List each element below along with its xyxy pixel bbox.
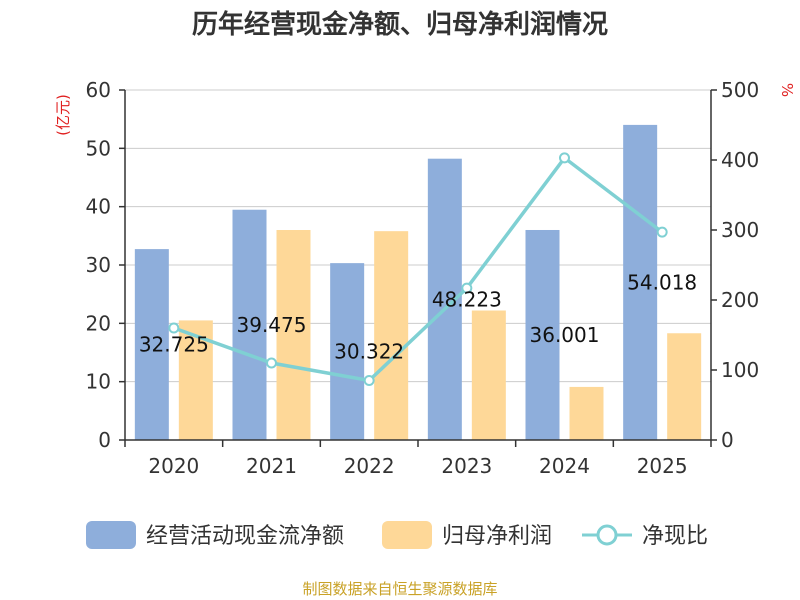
bar-operating-cash-flow — [525, 229, 560, 440]
bar-net-profit — [471, 310, 506, 440]
right-axis-tick-label: 200 — [721, 288, 759, 312]
data-label-operating-cash-flow: 32.725 — [139, 333, 209, 357]
x-axis-tick-label: 2021 — [246, 454, 297, 478]
line-cash-ratio — [173, 155, 664, 383]
x-axis-tick-label: 2024 — [539, 454, 590, 478]
legend-marker-cash-ratio — [596, 524, 618, 546]
bar-operating-cash-flow — [623, 124, 658, 441]
point-cash-ratio — [559, 152, 570, 164]
legend: 经营活动现金流净额 归母净利润 净现比 — [86, 521, 708, 549]
data-label-operating-cash-flow: 36.001 — [530, 323, 600, 347]
right-axis-tick-label: 500 — [721, 78, 759, 102]
point-cash-ratio — [656, 226, 668, 238]
point-cash-ratio — [168, 322, 180, 334]
left-axis-tick-label: 50 — [86, 136, 111, 160]
chart-title: 历年经营现金净额、归母净利润情况 — [192, 9, 608, 40]
legend-label-net-profit: 归母净利润 — [442, 524, 552, 549]
left-axis-tick-label: 10 — [86, 370, 111, 394]
data-label-operating-cash-flow: 54.018 — [627, 270, 697, 294]
bar-net-profit — [667, 333, 702, 440]
point-cash-ratio — [461, 282, 473, 294]
x-axis-tick-label: 2023 — [441, 454, 492, 478]
point-cash-ratio — [266, 357, 277, 369]
bar-operating-cash-flow — [134, 249, 169, 440]
bar-net-profit — [374, 231, 409, 440]
left-axis-tick-label: 20 — [86, 311, 111, 335]
source-note: 制图数据来自恒生聚源数据库 — [302, 580, 497, 598]
right-axis-tick-label: 100 — [721, 358, 759, 382]
bar-operating-cash-flow — [330, 263, 365, 440]
data-label-operating-cash-flow: 48.223 — [432, 287, 502, 311]
left-axis-tick-label: 60 — [86, 78, 111, 102]
bar-operating-cash-flow — [232, 209, 267, 440]
legend-label-operating-cash-flow: 经营活动现金流净额 — [146, 524, 344, 549]
legend-label-cash-ratio: 净现比 — [642, 524, 708, 549]
data-label-operating-cash-flow: 30.322 — [334, 340, 404, 364]
x-axis-tick-label: 2025 — [637, 454, 688, 478]
right-axis-tick-label: 400 — [721, 148, 759, 172]
left-axis-unit: (亿元) — [54, 94, 72, 136]
x-axis-tick-label: 2022 — [344, 454, 395, 478]
legend-swatch-operating-cash-flow — [86, 521, 136, 549]
x-axis-tick-label: 2020 — [148, 454, 199, 478]
left-axis-tick-label: 30 — [86, 253, 111, 277]
right-axis-tick-label: 0 — [721, 428, 734, 452]
bar-net-profit — [276, 230, 311, 440]
bar-net-profit — [569, 386, 604, 440]
left-axis-tick-label: 40 — [86, 195, 111, 219]
right-axis-tick-label: 300 — [721, 218, 759, 242]
right-axis-unit: % — [778, 83, 796, 97]
legend-swatch-net-profit — [382, 521, 432, 549]
left-axis-tick-label: 0 — [98, 428, 111, 452]
point-cash-ratio — [363, 375, 375, 386]
data-label-operating-cash-flow: 39.475 — [237, 313, 307, 337]
